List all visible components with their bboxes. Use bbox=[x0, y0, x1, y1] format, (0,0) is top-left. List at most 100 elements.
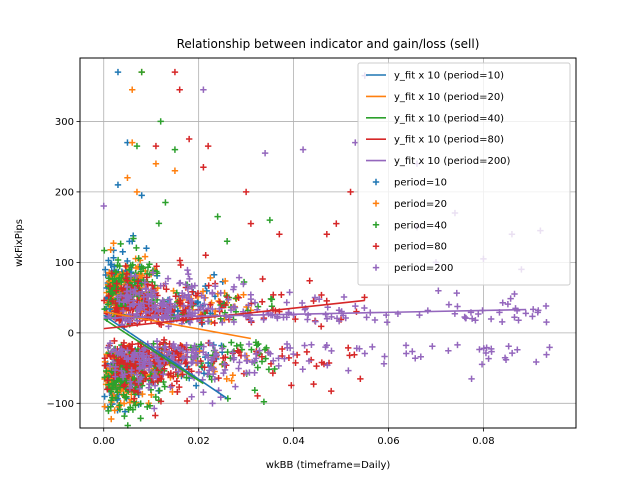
x-axis-label: wkBB (timeframe=Daily) bbox=[266, 460, 391, 471]
scatter-point bbox=[200, 86, 207, 93]
scatter-point bbox=[317, 323, 325, 330]
scatter-point bbox=[417, 353, 424, 360]
y-tick-label: 0 bbox=[68, 328, 74, 339]
y-tick-label: 200 bbox=[55, 187, 74, 198]
scatter-point bbox=[155, 357, 162, 364]
scatter-point bbox=[152, 142, 160, 150]
scatter-point bbox=[153, 338, 161, 345]
scatter-point bbox=[200, 164, 207, 171]
scatter-point bbox=[315, 296, 323, 303]
scatter-point bbox=[504, 300, 512, 308]
scatter-point bbox=[258, 298, 266, 305]
scatter-point bbox=[120, 285, 127, 293]
scatter-point bbox=[148, 282, 156, 289]
scatter-point bbox=[122, 262, 129, 270]
scatter-point bbox=[172, 293, 179, 300]
scatter-point bbox=[543, 318, 550, 326]
scatter-point bbox=[143, 274, 150, 281]
scatter-point bbox=[476, 346, 483, 353]
scatter-point bbox=[100, 297, 108, 304]
scatter-point bbox=[322, 311, 329, 318]
scatter-point bbox=[107, 403, 114, 410]
legend-entry: y_fit x 10 (period=80) bbox=[394, 135, 504, 146]
scatter-point bbox=[156, 374, 163, 382]
scatter-point bbox=[101, 247, 108, 254]
scatter-point bbox=[217, 394, 224, 401]
scatter-point bbox=[116, 360, 123, 368]
scatter-point bbox=[225, 296, 232, 303]
scatter-point bbox=[546, 344, 553, 351]
scatter-point bbox=[214, 213, 221, 220]
scatter-point bbox=[167, 383, 174, 391]
scatter-point bbox=[210, 271, 218, 278]
scatter-point bbox=[468, 315, 476, 322]
scatter-point bbox=[219, 319, 226, 326]
scatter-point bbox=[138, 374, 145, 381]
scatter-point bbox=[275, 355, 282, 362]
scatter-point bbox=[352, 139, 359, 146]
scatter-point bbox=[412, 355, 419, 362]
scatter-point bbox=[522, 310, 530, 317]
scatter-point bbox=[261, 149, 269, 157]
scatter-point bbox=[144, 403, 151, 411]
scatter-point bbox=[139, 390, 146, 398]
scatter-points bbox=[100, 68, 553, 429]
scatter-point bbox=[480, 345, 487, 352]
scatter-point bbox=[278, 291, 285, 298]
scatter-point bbox=[190, 354, 197, 362]
scatter-point bbox=[323, 230, 331, 238]
scatter-point bbox=[212, 283, 219, 290]
scatter-point bbox=[445, 347, 452, 354]
scatter-point bbox=[175, 368, 182, 375]
scatter-point bbox=[122, 275, 130, 282]
scatter-point bbox=[138, 280, 145, 287]
scatter-point bbox=[299, 366, 306, 373]
scatter-point bbox=[185, 270, 192, 278]
scatter-point bbox=[369, 343, 376, 351]
scatter-point bbox=[102, 266, 109, 273]
scatter-point bbox=[112, 304, 119, 311]
scatter-point bbox=[142, 309, 149, 317]
scatter-point bbox=[101, 403, 108, 410]
scatter-point bbox=[103, 367, 110, 375]
scatter-point bbox=[176, 86, 183, 93]
scatter-point bbox=[126, 303, 134, 310]
scatter-point bbox=[361, 350, 369, 357]
scatter-point bbox=[167, 370, 175, 377]
scatter-point bbox=[121, 352, 128, 360]
scatter-point bbox=[246, 315, 254, 322]
scatter-point bbox=[235, 274, 243, 281]
scatter-point bbox=[247, 220, 255, 227]
scatter-point bbox=[195, 369, 202, 376]
fit-line bbox=[103, 299, 365, 330]
scatter-point bbox=[511, 290, 518, 298]
scatter-point bbox=[165, 307, 172, 315]
scatter-point bbox=[132, 272, 139, 280]
scatter-point bbox=[223, 292, 230, 300]
scatter-point bbox=[186, 295, 193, 302]
scatter-point bbox=[283, 340, 291, 348]
scatter-point bbox=[209, 342, 216, 349]
scatter-point bbox=[175, 383, 183, 391]
legend: y_fit x 10 (period=10) y_fit x 10 (period… bbox=[357, 62, 571, 286]
scatter-point bbox=[112, 268, 120, 275]
scatter-point bbox=[152, 302, 159, 309]
scatter-point bbox=[478, 361, 486, 368]
scatter-point bbox=[328, 347, 335, 355]
scatter-point bbox=[146, 261, 153, 268]
fit-line bbox=[103, 318, 204, 385]
plot-frame bbox=[79, 57, 577, 429]
scatter-point bbox=[161, 343, 168, 350]
scatter-point bbox=[254, 303, 262, 310]
scatter-point bbox=[111, 337, 118, 345]
scatter-point bbox=[185, 135, 193, 143]
scatter-point bbox=[259, 275, 266, 283]
scatter-point bbox=[109, 297, 116, 305]
scatter-point bbox=[260, 316, 267, 323]
scatter-point bbox=[202, 351, 210, 358]
scatter-point bbox=[283, 299, 290, 306]
scatter-point bbox=[106, 340, 114, 347]
scatter-point bbox=[133, 142, 141, 150]
scatter-point bbox=[256, 347, 263, 354]
scatter-point bbox=[164, 351, 171, 359]
